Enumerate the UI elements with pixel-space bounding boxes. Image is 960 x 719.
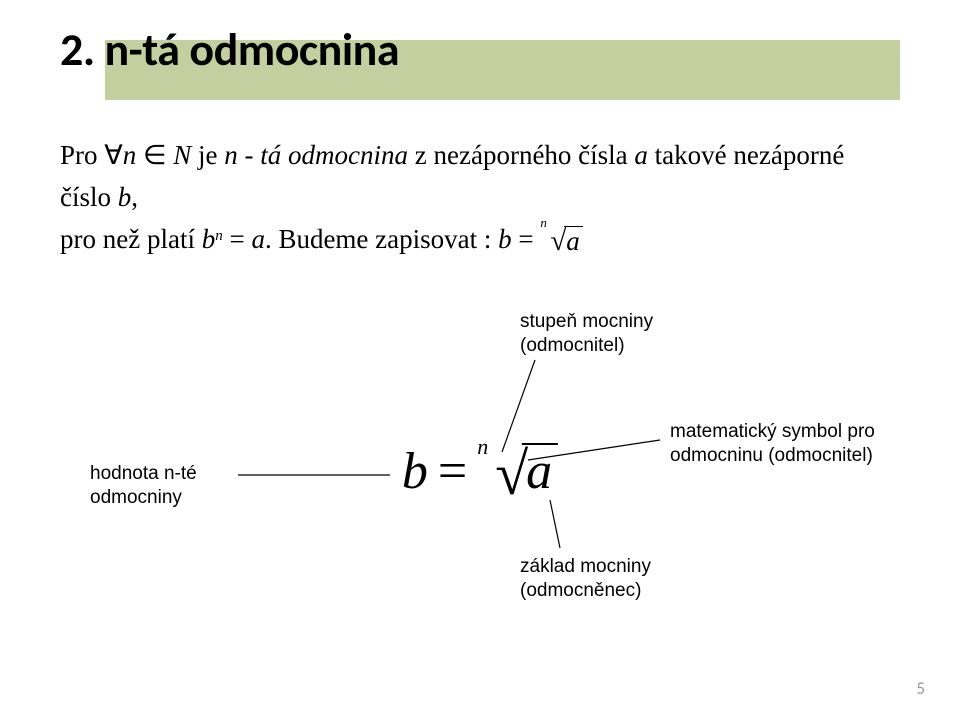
label-left-1: hodnota n-té <box>90 463 197 484</box>
page-title: 2. n-tá odmocnina <box>60 22 399 78</box>
slide: 2. n-tá odmocnina Pro ∀n ∈ N je n - tá o… <box>0 0 960 719</box>
formula-root: n√a <box>477 440 558 509</box>
def-n: n <box>123 140 137 170</box>
label-right: matematický symbol pro odmocninu (odmocn… <box>670 420 875 468</box>
big-formula: b=n√a <box>402 440 558 509</box>
definition-text: Pro ∀n ∈ N je n - tá odmocnina z nezápor… <box>60 135 900 264</box>
label-top-2: (odmocnitel) <box>520 335 625 356</box>
def-mid: je <box>191 140 224 170</box>
def-eq: = <box>223 224 252 254</box>
def-b2: b <box>202 224 216 254</box>
def-line1-prefix: Pro ∀ <box>60 140 123 170</box>
def-dot: . Budeme zapisovat : <box>265 224 498 254</box>
def-b3: b <box>498 224 512 254</box>
label-right-2: odmocninu (odmocnitel) <box>670 445 873 466</box>
def-nth: n - tá odmocnina <box>224 140 408 170</box>
formula-root-index: n <box>477 434 488 460</box>
label-bottom: základ mocniny (odmocněnec) <box>520 555 651 603</box>
formula-area: b=n√a hodnota n-té odmocniny stupeň mocn… <box>60 310 900 630</box>
def-a2: a <box>251 224 265 254</box>
label-left-2: odmocniny <box>90 487 182 508</box>
label-top: stupeň mocniny (odmocnitel) <box>520 310 653 358</box>
def-exp-n: n <box>215 228 223 244</box>
def-in: ∈ <box>136 140 173 170</box>
def-line2-prefix: pro než platí <box>60 224 202 254</box>
formula-root-radicand: a <box>522 443 558 500</box>
def-set-N: N <box>173 140 191 170</box>
def-rest: z nezáporného čísla <box>408 140 634 170</box>
label-top-1: stupeň mocniny <box>520 311 653 332</box>
label-right-1: matematický symbol pro <box>670 421 875 442</box>
radical-icon: √ <box>550 225 566 257</box>
def-a: a <box>634 140 648 170</box>
def-eq2: = <box>512 224 541 254</box>
def-b: b <box>118 182 132 212</box>
label-left: hodnota n-té odmocniny <box>90 462 197 510</box>
def-comma: , <box>131 182 138 212</box>
arrow-top <box>502 360 535 452</box>
formula-b: b <box>402 443 428 500</box>
def-root: n√a <box>540 219 582 264</box>
def-root-radicand: a <box>564 226 583 257</box>
formula-eq: = <box>438 443 467 500</box>
page-number: 5 <box>916 678 925 699</box>
label-bottom-2: (odmocněnec) <box>520 580 641 601</box>
label-bottom-1: základ mocniny <box>520 556 651 577</box>
def-root-index: n <box>540 213 547 233</box>
